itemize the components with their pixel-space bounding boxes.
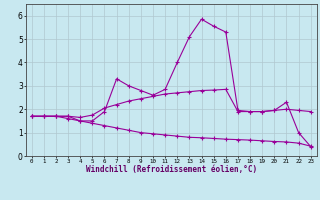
X-axis label: Windchill (Refroidissement éolien,°C): Windchill (Refroidissement éolien,°C) (86, 165, 257, 174)
